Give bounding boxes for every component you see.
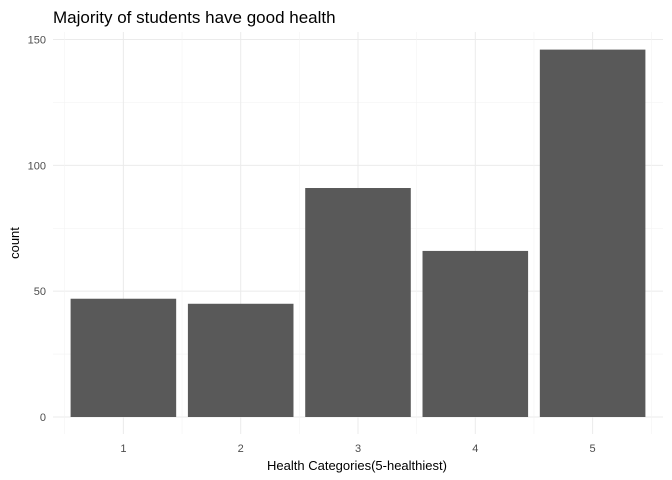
x-tick-label: 5	[590, 443, 596, 455]
x-tick-label: 3	[355, 443, 361, 455]
x-tick-label: 4	[472, 443, 478, 455]
y-tick-label: 150	[28, 35, 46, 47]
y-tick-label: 100	[28, 160, 46, 172]
chart-title: Majority of students have good health	[53, 8, 336, 27]
bars	[70, 49, 646, 417]
y-tick-label: 0	[40, 412, 46, 424]
bar-category-2	[187, 303, 294, 417]
x-axis-title: Health Categories(5-healthiest)	[267, 458, 447, 473]
bar-category-1	[70, 298, 177, 417]
bar-category-3	[305, 188, 411, 417]
bar-category-5	[539, 49, 646, 417]
y-axis-tick-labels: 0 50 100 150	[28, 35, 46, 424]
bar-category-4	[422, 250, 529, 417]
y-tick-label: 50	[34, 286, 46, 298]
y-axis-title: count	[7, 227, 22, 259]
x-tick-label: 1	[120, 443, 126, 455]
x-axis-tick-labels: 1 2 3 4 5	[120, 443, 595, 455]
x-tick-label: 2	[238, 443, 244, 455]
